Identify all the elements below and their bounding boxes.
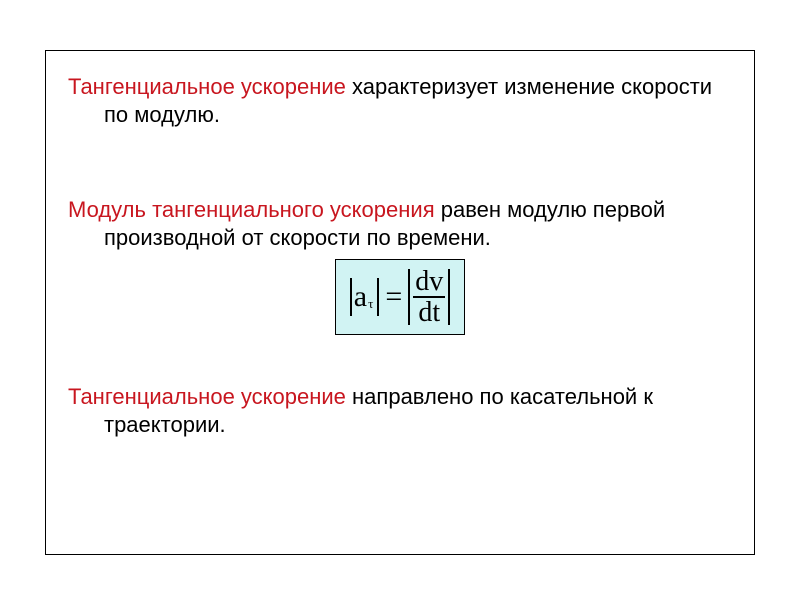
abs-bar-right-2	[448, 269, 450, 325]
spacer-2	[68, 335, 732, 383]
fraction: dv dt	[413, 267, 445, 328]
abs-bar-right-1	[377, 278, 379, 316]
term-1: Тангенциальное ускорение	[68, 74, 346, 99]
abs-bar-left-2	[408, 269, 410, 325]
equals-sign: =	[385, 280, 402, 314]
content-frame: Тангенциальное ускорение характеризует и…	[45, 50, 755, 555]
paragraph-1: Тангенциальное ускорение характеризует и…	[68, 73, 732, 128]
spacer-1	[68, 128, 732, 196]
term-2: Модуль тангенциального ускорения	[68, 197, 435, 222]
numerator: dv	[413, 267, 445, 296]
lhs-symbol: a	[352, 280, 369, 314]
lhs: a τ	[352, 266, 378, 328]
paragraph-2: Модуль тангенциального ускорения равен м…	[68, 196, 732, 251]
term-3: Тангенциальное ускорение	[68, 384, 346, 409]
paragraph-3: Тангенциальное ускорение направлено по к…	[68, 383, 732, 438]
formula-box: a τ = dv dt	[335, 259, 465, 335]
denominator: dt	[416, 298, 442, 327]
lhs-subscript: τ	[368, 296, 373, 312]
formula-container: a τ = dv dt	[68, 259, 732, 335]
slide: Тангенциальное ускорение характеризует и…	[0, 0, 800, 600]
